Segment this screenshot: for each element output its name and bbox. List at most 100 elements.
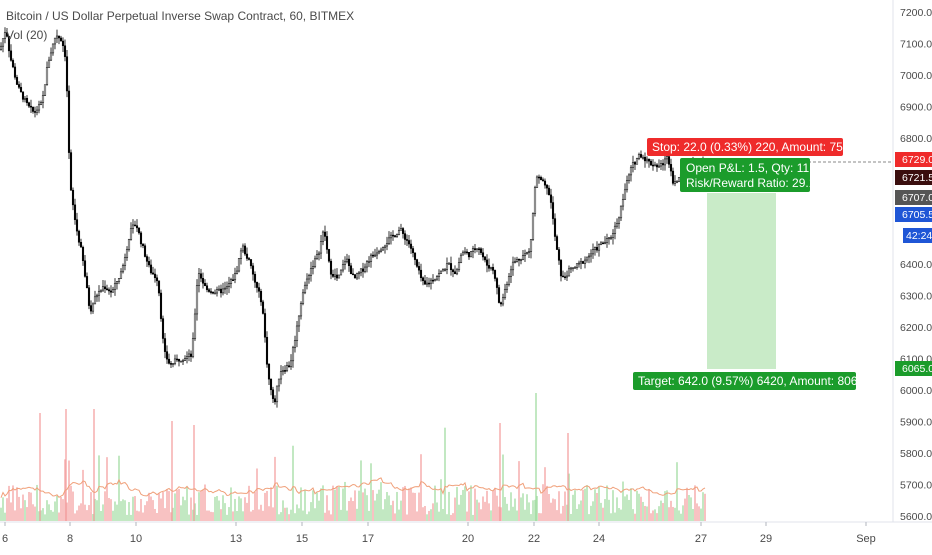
candle-body: [343, 261, 347, 265]
volume-bar: [114, 501, 116, 521]
volume-bar: [558, 491, 560, 521]
volume-bar: [190, 497, 192, 521]
volume-bar: [348, 501, 350, 521]
volume-bar: [270, 487, 272, 521]
volume-bar: [342, 488, 344, 521]
candle-body: [609, 237, 613, 239]
volume-bar: [142, 512, 144, 521]
candle-body: [383, 245, 387, 248]
candle-body: [247, 258, 251, 260]
candle-body: [11, 60, 15, 68]
candle-body: [583, 259, 587, 264]
candle-body: [655, 164, 659, 168]
volume-bar: [646, 506, 648, 521]
volume-bar: [262, 510, 264, 521]
candle-body: [109, 290, 113, 293]
candle-body: [637, 154, 641, 159]
price-tick-label: 6000.0: [900, 385, 932, 397]
candle-body: [37, 104, 41, 111]
volume-bar: [244, 497, 246, 521]
candle-body: [415, 259, 419, 267]
volume-bar: [678, 510, 680, 521]
candle-body: [649, 160, 653, 166]
candle-body: [25, 97, 29, 103]
candle-body: [215, 289, 219, 294]
volume-bar: [334, 489, 336, 521]
volume-bar: [30, 492, 32, 521]
svg-text:6729.0: 6729.0: [902, 154, 932, 166]
candle-body: [305, 278, 309, 286]
volume-bar: [452, 513, 454, 521]
time-tick-label: 20: [462, 533, 474, 545]
candle-body: [147, 261, 151, 266]
candle-body: [365, 261, 369, 268]
candle-body: [29, 105, 33, 108]
open-pnl-label[interactable]: Open P&L: 1.5, Qty: 11 Risk/Reward Ratio…: [680, 158, 822, 192]
candle-body: [71, 189, 75, 206]
candle-body: [545, 184, 549, 189]
candle-body: [195, 285, 199, 315]
volume-bar: [10, 502, 12, 521]
candle-body: [145, 256, 149, 262]
volume-bar: [390, 505, 392, 521]
candle-body: [19, 87, 23, 93]
volume-bar: [332, 485, 334, 521]
volume-bar: [93, 409, 95, 521]
volume-bar: [172, 507, 174, 521]
volume-bar: [26, 507, 28, 521]
candle-body: [455, 269, 459, 275]
volume-bar: [500, 507, 502, 521]
volume-bar: [602, 507, 604, 521]
volume-bar: [288, 514, 290, 521]
candle-body: [631, 162, 635, 168]
candle-body: [125, 249, 129, 258]
volume-bar: [436, 502, 438, 521]
candle-body: [601, 242, 605, 245]
volume-bar: [566, 504, 568, 521]
stop-label[interactable]: Stop: 22.0 (0.33%) 220, Amount: 758: [647, 138, 850, 156]
volume-bar: [376, 493, 378, 521]
volume-bar: [544, 467, 546, 521]
volume-bar: [554, 499, 556, 521]
candle-body: [449, 263, 453, 271]
volume-bar: [252, 509, 254, 521]
time-axis[interactable]: 6 8 10 13 15 17 20 22 24 27 29 Sep: [2, 522, 876, 545]
volume-bar: [406, 514, 408, 521]
candle-body: [661, 163, 665, 166]
candle-body: [377, 251, 381, 254]
volume-bar: [318, 500, 320, 521]
volume-bar: [200, 490, 202, 521]
volume-bar: [535, 393, 537, 521]
candle-body: [523, 253, 527, 256]
volume-bar: [638, 493, 640, 521]
volume-bar: [610, 513, 612, 521]
volume-bar: [290, 509, 292, 521]
candle-body: [97, 290, 101, 296]
volume-bar: [692, 508, 694, 521]
volume-indicator-label[interactable]: Vol (20): [6, 28, 48, 42]
candle-body: [63, 45, 67, 57]
volume-bar: [388, 495, 390, 521]
volume-bar: [480, 509, 482, 521]
volume-bar: [418, 492, 420, 521]
candle-body: [627, 174, 631, 181]
candle-body: [471, 248, 475, 252]
candle-body: [535, 176, 539, 188]
price-axis[interactable]: 7200.0 7100.0 7000.0 6900.0 6800.0 6400.0 6300…: [900, 7, 932, 523]
candle-body: [153, 273, 157, 279]
volume-bar: [186, 486, 188, 521]
volume-bar: [254, 492, 256, 521]
volume-bar: [266, 491, 268, 521]
volume-bar: [484, 501, 486, 521]
candle-body: [551, 202, 555, 219]
current-price-tag: 6721.5: [895, 170, 932, 185]
volume-bar: [402, 487, 404, 521]
volume-bar: [124, 500, 126, 521]
candle-body: [281, 370, 285, 372]
target-label[interactable]: Target: 642.0 (9.57%) 6420, Amount: 8062: [633, 372, 864, 390]
candle-body: [619, 205, 623, 219]
volume-bar: [38, 511, 40, 521]
svg-text:Stop: 22.0 (0.33%) 220, Amount: Stop: 22.0 (0.33%) 220, Amount: 758: [652, 140, 850, 154]
